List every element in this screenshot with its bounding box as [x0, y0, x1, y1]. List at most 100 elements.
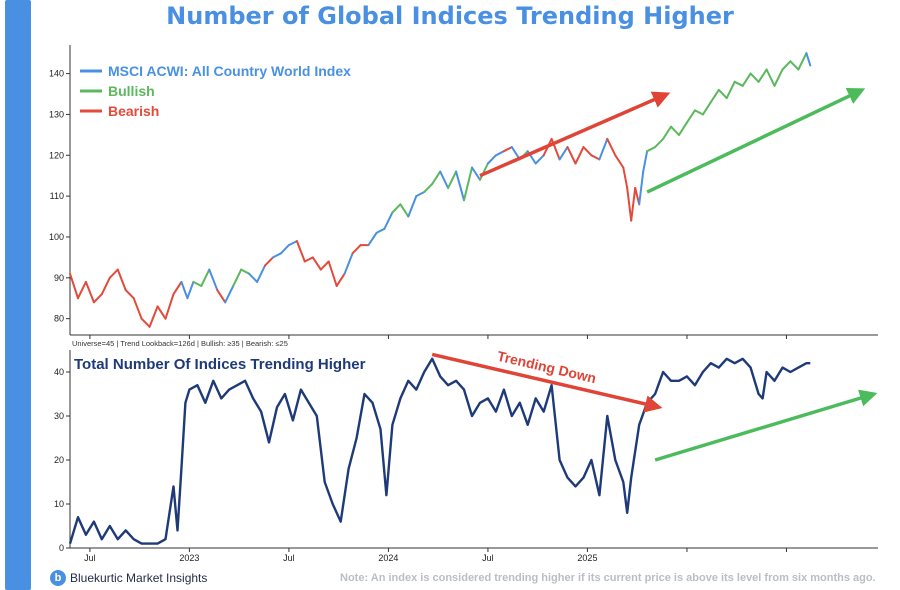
- acwi-line-segment: [77, 280, 87, 300]
- top-red-trend-arrow: [479, 91, 671, 178]
- bottom-y-tick-label: 0: [59, 543, 64, 553]
- acwi-line-segment: [84, 280, 95, 304]
- acwi-line-segment: [614, 154, 625, 169]
- acwi-line-segment: [327, 260, 338, 287]
- legend-label: MSCI ACWI: All Country World Index: [108, 63, 351, 79]
- brand-logo-icon: b: [50, 570, 66, 586]
- acwi-line-segment: [140, 317, 151, 328]
- acwi-line-segment: [264, 256, 274, 267]
- acwi-line-segment: [172, 280, 183, 296]
- acwi-line-segment: [479, 162, 489, 181]
- acwi-line-segment: [192, 280, 203, 287]
- acwi-line-segment: [642, 150, 649, 173]
- acwi-line-segment: [654, 137, 665, 149]
- legend-label: Bullish: [108, 83, 155, 99]
- acwi-line-segment: [431, 170, 442, 185]
- acwi-line-segment: [343, 252, 354, 275]
- acwi-line-segment: [116, 268, 127, 292]
- acwi-line-segment: [186, 280, 195, 300]
- acwi-line-segment: [69, 272, 79, 300]
- acwi-line-segment: [789, 60, 800, 71]
- acwi-line-segment: [303, 256, 314, 263]
- acwi-line-segment: [670, 125, 680, 136]
- legend-label: Bearish: [108, 103, 159, 119]
- bottom-y-tick-label: 10: [54, 499, 64, 509]
- acwi-line-segment: [287, 240, 298, 247]
- acwi-line-segment: [240, 268, 251, 275]
- acwi-line-segment: [534, 154, 545, 165]
- acwi-line-segment: [295, 240, 306, 263]
- acwi-line-segment: [248, 272, 259, 283]
- acwi-line-segment: [463, 166, 473, 202]
- acwi-line-segment: [717, 88, 728, 100]
- acwi-line-segment: [447, 170, 458, 189]
- acwi-line-segment: [455, 170, 465, 202]
- acwi-line-segment: [335, 272, 346, 287]
- acwi-line-segment: [256, 264, 266, 283]
- top-y-tick-label: 110: [50, 191, 64, 201]
- acwi-line-segment: [590, 154, 601, 161]
- bottom-y-tick-label: 40: [54, 367, 64, 377]
- brand: b Bluekurtic Market Insights: [50, 570, 207, 586]
- bottom-y-tick-label: 20: [54, 455, 64, 465]
- bottom-x-tick-label: Jul: [283, 553, 295, 563]
- acwi-line-segment: [164, 293, 175, 320]
- acwi-line-segment: [383, 211, 394, 230]
- acwi-line-segment: [391, 203, 402, 214]
- breadth-panel-title: Total Number Of Indices Trending Higher: [74, 356, 366, 373]
- bottom-x-tick-label: Jul: [482, 553, 494, 563]
- top-green-trend-arrow: [646, 88, 866, 194]
- acwi-line-segment: [757, 68, 768, 83]
- acwi-line-segment: [100, 276, 111, 296]
- acwi-line-segment: [626, 187, 633, 222]
- acwi-line-segment: [693, 109, 704, 116]
- acwi-line-segment: [765, 68, 776, 87]
- breadth-subtitle: Universe=45 | Trend Lookback=126d | Bull…: [72, 339, 288, 348]
- acwi-line-segment: [471, 166, 481, 181]
- acwi-line-segment: [638, 170, 645, 206]
- bottom-y-tick-label: 30: [54, 411, 64, 421]
- acwi-line-segment: [351, 244, 362, 255]
- acwi-line-segment: [685, 109, 696, 124]
- acwi-line-segment: [311, 256, 322, 271]
- top-y-tick-label: 100: [49, 232, 64, 242]
- bottom-green-trend-arrow: [654, 389, 878, 462]
- acwi-line-segment: [208, 268, 219, 292]
- top-y-tick-label: 120: [49, 150, 64, 160]
- acwi-line-segment: [148, 305, 159, 328]
- acwi-line-segment: [216, 289, 227, 304]
- acwi-line-segment: [781, 60, 792, 71]
- breadth-line: [68, 357, 811, 545]
- acwi-line-segment: [375, 227, 386, 234]
- acwi-line-segment: [180, 280, 189, 300]
- acwi-line-segment: [132, 297, 143, 320]
- top-y-tick-label: 90: [54, 273, 64, 283]
- acwi-line-segment: [407, 195, 418, 218]
- bottom-x-tick-label: 2025: [577, 553, 597, 563]
- bottom-x-tick-label: Jul: [84, 553, 96, 563]
- acwi-line-segment: [606, 137, 617, 157]
- chart-title: Number of Global Indices Trending Higher: [166, 2, 734, 30]
- acwi-line-segment: [280, 244, 290, 255]
- acwi-line-segment: [224, 285, 235, 304]
- brand-name: Bluekurtic Market Insights: [70, 571, 208, 585]
- acwi-line-segment: [558, 146, 569, 161]
- acwi-line-segment: [598, 137, 609, 161]
- acwi-line-segment: [319, 260, 330, 271]
- acwi-line-segment: [646, 146, 657, 153]
- acwi-line-segment: [630, 187, 637, 222]
- bottom-red-trend-arrow: [431, 352, 663, 413]
- acwi-line-segment: [662, 125, 672, 140]
- acwi-line-segment: [749, 72, 760, 83]
- acwi-line-segment: [415, 191, 426, 198]
- acwi-line-segment: [582, 146, 593, 157]
- acwi-line-segment: [423, 182, 434, 193]
- acwi-line-segment: [566, 146, 577, 165]
- acwi-line-segment: [439, 170, 450, 189]
- acwi-line-segment: [486, 154, 497, 165]
- acwi-line-segment: [741, 72, 752, 87]
- acwi-line-segment: [108, 268, 119, 279]
- acwi-line-segment: [574, 146, 585, 165]
- acwi-line-segment: [272, 252, 282, 259]
